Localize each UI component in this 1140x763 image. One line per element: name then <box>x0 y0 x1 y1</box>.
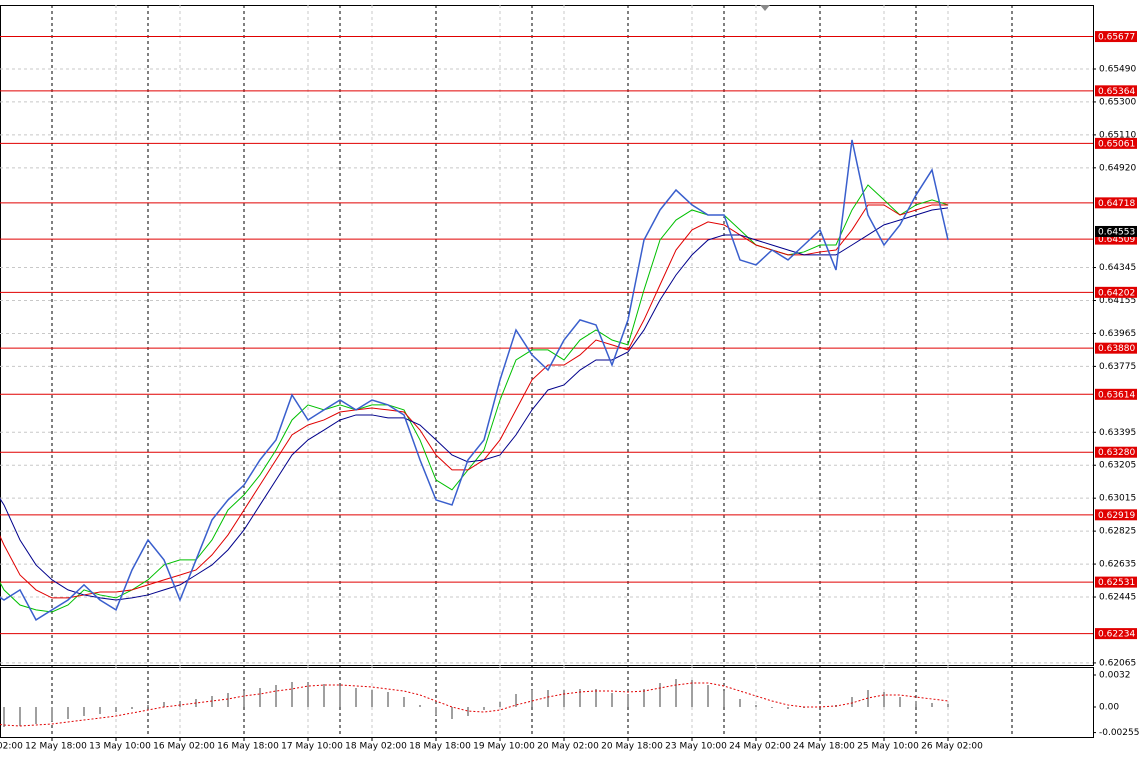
level-tag <box>1095 137 1137 149</box>
y-tick-label: 0.0032 <box>1099 671 1131 681</box>
x-tick-label: 18 May 18:00 <box>409 742 471 752</box>
x-tick-label: 20 May 18:00 <box>601 742 663 752</box>
level-label: 0.65677 <box>1098 33 1135 43</box>
y-tick-label: 0.64155 <box>1099 296 1136 306</box>
main-frame <box>0 5 1094 666</box>
y-tick-label: 0.64920 <box>1099 163 1136 173</box>
current-price-label: 0.64553 <box>1098 227 1135 237</box>
moving-average <box>0 204 948 599</box>
price-line <box>0 139 949 621</box>
level-label: 0.62234 <box>1098 630 1135 640</box>
y-tick-label: 0.63775 <box>1099 362 1136 372</box>
y-tick-label: 0.62825 <box>1099 527 1136 537</box>
y-tick-label: 0.00 <box>1099 703 1119 713</box>
x-tick-label: 20 May 02:00 <box>537 742 599 752</box>
x-tick-label: 26 May 02:00 <box>921 742 983 752</box>
shift-marker <box>760 5 770 11</box>
x-tick-label: 12 May 02:00 <box>0 742 23 752</box>
y-tick-label: 0.63395 <box>1099 428 1136 438</box>
y-tick-label: 0.63965 <box>1099 329 1136 339</box>
level-tag <box>1095 197 1137 209</box>
level-label: 0.62531 <box>1098 578 1135 588</box>
x-tick-label: 12 May 18:00 <box>25 742 87 752</box>
x-tick-label: 19 May 10:00 <box>473 742 535 752</box>
y-tick-label: 0.65300 <box>1099 97 1136 107</box>
level-label: 0.63614 <box>1098 390 1135 400</box>
y-tick-label: 0.64345 <box>1099 263 1136 273</box>
y-tick-label: 0.62065 <box>1099 658 1136 668</box>
y-tick-label: 0.62445 <box>1099 593 1136 603</box>
x-tick-label: 18 May 02:00 <box>345 742 407 752</box>
sub-frame <box>0 667 1094 738</box>
x-tick-label: 16 May 02:00 <box>153 742 215 752</box>
x-tick-label: 17 May 10:00 <box>281 742 343 752</box>
level-tag <box>1095 628 1137 640</box>
x-tick-label: 25 May 10:00 <box>857 742 919 752</box>
current-price-tag <box>1095 225 1137 237</box>
level-label: 0.64509 <box>1098 235 1135 245</box>
y-tick-label: 0.63205 <box>1099 461 1136 471</box>
level-label: 0.64202 <box>1098 288 1135 298</box>
x-tick-label: 13 May 10:00 <box>89 742 151 752</box>
level-tag <box>1095 31 1137 43</box>
y-tick-label: 0.62635 <box>1099 560 1136 570</box>
level-tag <box>1095 85 1137 97</box>
level-label: 0.63880 <box>1098 344 1135 354</box>
level-label: 0.65364 <box>1098 87 1135 97</box>
signal-line <box>0 682 949 727</box>
y-tick-label: 0.65110 <box>1099 130 1136 140</box>
level-label: 0.65061 <box>1098 139 1135 149</box>
level-tag <box>1095 342 1137 354</box>
level-tag <box>1095 576 1137 588</box>
level-tag <box>1095 388 1137 400</box>
x-tick-label: 16 May 18:00 <box>217 742 279 752</box>
level-label: 0.62919 <box>1098 511 1135 521</box>
level-label: 0.63280 <box>1098 448 1135 458</box>
level-label: 0.64718 <box>1098 199 1135 209</box>
x-tick-label: 23 May 10:00 <box>665 742 727 752</box>
x-tick-label: 24 May 02:00 <box>729 742 791 752</box>
y-tick-label: 0.63015 <box>1099 494 1136 504</box>
level-tag <box>1095 446 1137 458</box>
level-tag <box>1095 286 1137 298</box>
y-tick-label: 0.65490 <box>1099 64 1136 74</box>
y-tick-label: -0.002557 <box>1099 728 1140 738</box>
level-tag <box>1095 509 1137 521</box>
x-tick-label: 24 May 18:00 <box>793 742 855 752</box>
level-tag <box>1095 233 1137 245</box>
